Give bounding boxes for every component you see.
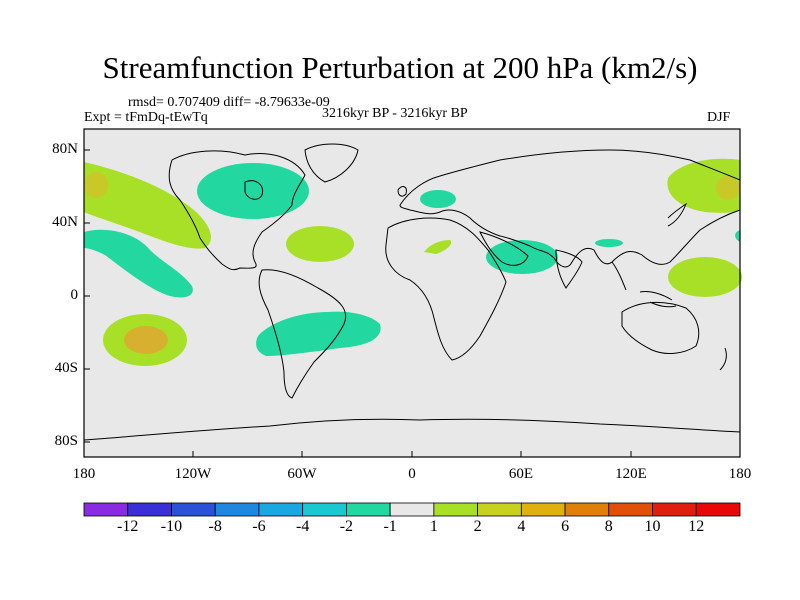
region-pos-tropical-west-pacific <box>668 257 742 297</box>
lon-label-120e: 120E <box>615 466 647 482</box>
coastline-greenland <box>304 143 359 183</box>
map-title: Streamfunction Perturbation at 200 hPa (… <box>102 50 698 85</box>
coastline-hudson-bay <box>244 180 264 200</box>
colorbar-box <box>214 502 260 517</box>
period-label: 3216kyr BP - 3216kyr BP <box>322 106 468 121</box>
coastline-north-america <box>168 150 306 271</box>
experiment-label: Expt = tFmDq-tEwTq <box>84 110 208 125</box>
colorbar-box <box>652 502 697 517</box>
perturbation-regions <box>84 158 742 366</box>
coastline-africa <box>385 217 507 361</box>
colorbar-box <box>608 502 653 517</box>
colorbar-box <box>695 502 741 517</box>
lon-label-120w: 120W <box>174 466 212 482</box>
lat-label-40n: 40N <box>52 214 78 230</box>
colorbar-label: -1 <box>383 518 397 535</box>
region-pos-wp-core <box>716 176 740 200</box>
region-pos-north-africa <box>424 240 452 254</box>
coastlines <box>83 143 741 441</box>
coastline-british-isles <box>397 186 407 197</box>
map-background <box>84 129 740 457</box>
colorbar-label: -4 <box>295 518 310 535</box>
colorbar-box <box>389 502 435 517</box>
coastline-eurasia <box>399 149 741 268</box>
colorbar-label: 4 <box>517 518 526 535</box>
colorbar-label: 8 <box>604 518 613 535</box>
stats-line: rmsd= 0.707409 diff= -8.79633e-09 <box>128 95 330 110</box>
coastline-australia <box>621 301 700 354</box>
coastline-antarctica <box>83 418 741 441</box>
region-neg-arabia <box>486 240 558 274</box>
coastline-india <box>555 249 583 289</box>
colorbar-box <box>564 502 610 517</box>
colorbar-label: 10 <box>644 518 661 535</box>
colorbar-label: 12 <box>688 518 705 535</box>
coastline-new-zealand <box>719 347 727 371</box>
coastline-south-america <box>258 269 347 399</box>
colorbar-box <box>433 502 479 517</box>
colorbar-box <box>127 502 172 517</box>
region-pos-north-pacific <box>84 162 211 249</box>
colorbar-box <box>345 502 391 517</box>
region-pos-np-core <box>84 172 108 198</box>
colorbar-label: -10 <box>160 518 183 535</box>
region-pos-sp-core <box>124 326 168 354</box>
lat-label-80s: 80S <box>54 433 78 449</box>
region-pos-subtropical-atlantic <box>286 226 354 262</box>
lon-label-180w: 180 <box>72 466 96 482</box>
lat-label-80n: 80N <box>52 141 78 157</box>
lat-label-eq: 0 <box>70 287 79 303</box>
colorbar-label: -2 <box>339 518 354 535</box>
coastline-arabia <box>479 231 529 266</box>
lat-label-40s: 40S <box>54 360 78 376</box>
season-label: DJF <box>707 110 731 125</box>
colorbar-box <box>477 502 522 517</box>
axis-ticks <box>84 149 632 457</box>
colorbar-box <box>258 502 304 517</box>
colorbar <box>83 502 741 517</box>
lon-label-60e: 60E <box>508 466 534 482</box>
colorbar-label: 1 <box>429 518 438 535</box>
lon-label-60w: 60W <box>287 466 317 482</box>
coastline-japan <box>667 202 688 227</box>
colorbar-label: 6 <box>561 518 570 535</box>
colorbar-box <box>83 502 129 517</box>
colorbar-label: -6 <box>252 518 266 535</box>
colorbar-label: -8 <box>208 518 222 535</box>
colorbar-box <box>171 502 216 517</box>
region-neg-south-asia <box>595 239 623 247</box>
lon-label-180e: 180 <box>728 466 752 482</box>
region-neg-east-pacific <box>84 229 193 298</box>
colorbar-label: 2 <box>473 518 482 535</box>
colorbar-label: -12 <box>117 518 139 535</box>
lon-label-0: 0 <box>408 466 416 482</box>
region-neg-europe <box>420 190 456 208</box>
region-neg-south-atlantic <box>256 311 381 356</box>
colorbar-box <box>520 502 566 517</box>
colorbar-box <box>302 502 347 517</box>
region-neg-east-edge <box>735 230 740 242</box>
region-neg-north-america <box>197 163 309 219</box>
